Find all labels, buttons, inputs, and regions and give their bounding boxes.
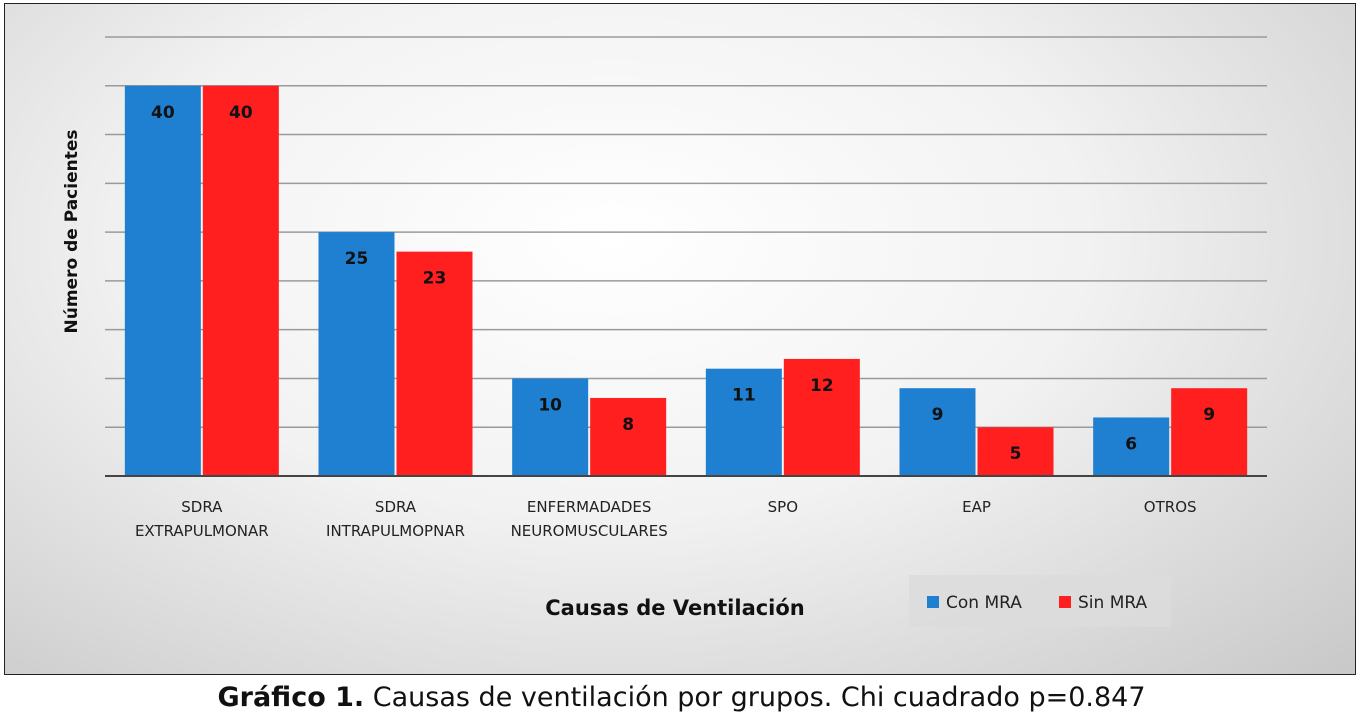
data-label: 25 xyxy=(345,249,369,269)
legend-swatch-con-mra xyxy=(927,596,939,608)
figure-caption: Gráfico 1. Causas de ventilación por gru… xyxy=(0,678,1363,718)
bar-con-mra xyxy=(705,368,782,476)
data-label: 11 xyxy=(732,386,756,406)
gridlines xyxy=(105,36,1267,428)
bar-sin-mra xyxy=(783,358,860,476)
x-tick-labels: SDRA EXTRAPULMONAR SDRA INTRAPULMOPNAR ENFER… xyxy=(135,498,1197,540)
bars xyxy=(124,85,1248,477)
data-labels: 40 40 25 23 10 8 11 12 9 5 6 9 xyxy=(151,103,1215,464)
data-label: 23 xyxy=(423,269,447,289)
x-tick-label: OTROS xyxy=(1144,498,1197,516)
bar-con-mra xyxy=(318,232,395,476)
caption-label: Gráfico 1. xyxy=(217,682,365,713)
bar-sin-mra xyxy=(202,85,279,477)
data-label: 40 xyxy=(151,103,175,123)
data-label: 40 xyxy=(229,103,253,123)
x-axis-title: Causas de Ventilación xyxy=(545,596,805,620)
bar-sin-mra xyxy=(396,251,473,476)
data-label: 9 xyxy=(932,405,944,425)
x-tick-label: ENFERMADADES NEUROMUSCULARES xyxy=(511,498,668,540)
bar-con-mra xyxy=(1093,417,1170,476)
x-tick-label: SPO xyxy=(768,498,798,516)
x-tick-label: SDRA EXTRAPULMONAR xyxy=(135,498,269,540)
legend-background xyxy=(909,575,1171,627)
bar-sin-mra xyxy=(977,427,1054,476)
data-label: 9 xyxy=(1203,405,1215,425)
bar-sin-mra xyxy=(1171,388,1248,476)
data-label: 5 xyxy=(1010,444,1022,464)
x-tick-label: EAP xyxy=(962,498,991,516)
bar-sin-mra xyxy=(590,397,667,476)
legend-label-sin-mra: Sin MRA xyxy=(1078,593,1147,613)
data-label: 6 xyxy=(1125,434,1137,454)
data-label: 12 xyxy=(810,376,834,396)
bar-con-mra xyxy=(512,378,589,476)
x-tick-label: SDRA INTRAPULMOPNAR xyxy=(326,498,465,540)
bar-con-mra xyxy=(124,85,201,477)
data-label: 8 xyxy=(622,415,634,435)
y-axis-title: Número de Pacientes xyxy=(62,130,82,334)
legend: Con MRA Sin MRA xyxy=(909,575,1171,627)
caption-text: Causas de ventilación por grupos. Chi cu… xyxy=(364,682,1146,713)
data-label: 10 xyxy=(538,395,562,415)
legend-label-con-mra: Con MRA xyxy=(946,593,1022,613)
bar-con-mra xyxy=(899,388,976,476)
legend-swatch-sin-mra xyxy=(1059,596,1071,608)
chart-frame: 40 40 25 23 10 8 11 12 9 5 6 9 SDRA EXTRAPULMONAR SDR… xyxy=(4,3,1356,675)
